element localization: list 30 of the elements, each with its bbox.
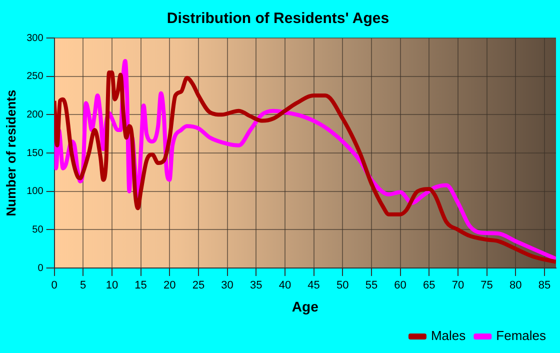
y-tick-label: 50 [32,224,44,236]
x-tick-label: 60 [394,280,406,292]
x-tick-label: 50 [336,280,349,292]
x-tick-label: 5 [80,280,86,292]
y-tick-label: 0 [38,262,44,274]
y-axis-title: Number of residents [3,90,18,216]
x-tick-label: 30 [221,280,234,292]
legend-label: Females [496,328,546,344]
x-tick-label: 20 [163,280,176,292]
x-tick-label: 35 [250,280,262,292]
x-tick-label: 80 [510,280,522,292]
y-tick-label: 250 [26,71,44,82]
x-tick-label: 75 [480,280,493,292]
x-tick-label: 10 [106,280,118,292]
x-tick-label: 0 [51,280,58,292]
x-tick-label: 45 [308,280,320,292]
x-tick-label: 40 [278,280,292,292]
x-tick-label: 65 [423,280,436,292]
chart-title: Distribution of Residents' Ages [166,10,390,28]
legend-label: Males [430,328,466,344]
y-tick-label: 200 [26,109,44,120]
x-tick-label: 55 [365,280,378,292]
x-tick-label: 15 [134,280,147,292]
x-tick-label: 70 [452,280,464,292]
x-tick-label: 85 [538,280,551,292]
y-tick-label: 300 [26,32,44,44]
x-tick-label: 25 [192,280,205,292]
x-axis-title: Age [292,298,319,314]
y-tick-label: 100 [26,186,44,198]
y-tick-label: 150 [26,148,44,159]
